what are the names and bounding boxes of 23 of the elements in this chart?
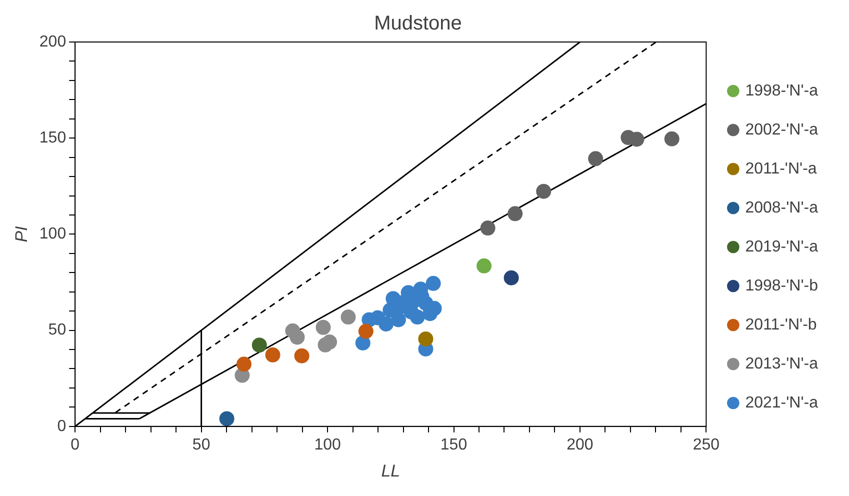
x-tick-label: 200 — [566, 436, 594, 454]
x-tick-label: 150 — [440, 436, 468, 454]
legend-label: 2002-'N'-a — [745, 121, 818, 138]
y-tick-label: 50 — [48, 322, 66, 339]
y-tick-label: 100 — [39, 226, 66, 243]
y-tick-label: 200 — [39, 33, 66, 50]
legend-label: 1998-'N'-a — [745, 82, 818, 100]
legend-label: 2019-'N'-a — [745, 238, 818, 256]
legend-label: 2013-'N'-a — [745, 355, 818, 372]
y-axis-title: PI — [12, 226, 31, 242]
x-tick-label: 50 — [192, 436, 210, 454]
y-tick-label: 150 — [39, 130, 66, 147]
x-tick-label: 0 — [70, 436, 80, 454]
legend-label: 2008-'N'-a — [745, 199, 818, 216]
legend-label: 2011-'N'-b — [745, 316, 817, 334]
x-axis-title: LL — [381, 462, 400, 481]
legend-label: 2021-'N'-a — [745, 394, 818, 412]
x-tick-label: 100 — [314, 436, 341, 454]
x-tick-label: 250 — [692, 436, 720, 454]
legend-label: 2011-'N'-a — [745, 160, 817, 178]
chart-title: Mudstone — [374, 12, 462, 35]
y-tick-label: 0 — [57, 418, 66, 435]
legend-label: 1998-'N'-b — [745, 277, 818, 294]
